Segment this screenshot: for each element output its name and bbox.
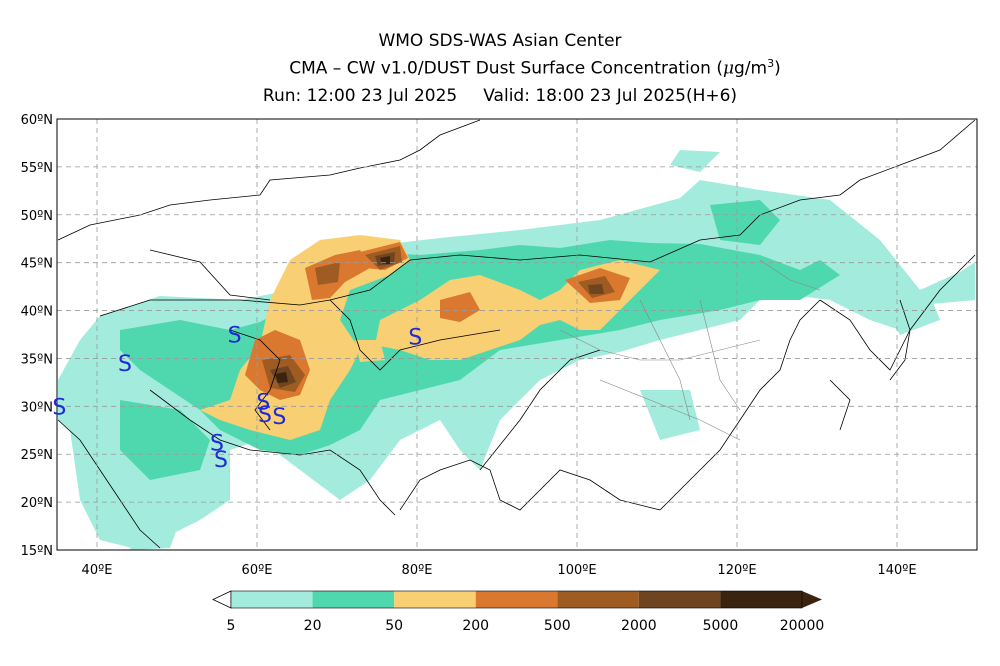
legend-label: 5 xyxy=(227,618,236,634)
map-plot-area xyxy=(57,119,976,550)
map-frame xyxy=(56,118,978,551)
lon-tick-label: 100ºE xyxy=(557,563,596,578)
lon-tick-label: 120ºE xyxy=(717,563,756,578)
dust-storm-marker: S xyxy=(228,324,242,349)
legend-swatch xyxy=(638,591,721,608)
lat-tick-label: 45ºN xyxy=(21,257,53,272)
legend-label: 500 xyxy=(544,618,571,634)
legend-label: 2000 xyxy=(621,618,657,634)
map-subtitle: CMA – CW v1.0/DUST Dust Surface Concentr… xyxy=(289,57,781,79)
run-time: Run: 12:00 23 Jul 2025 xyxy=(262,86,458,106)
legend: 5 20 50 200 500 2000 5000 20000 xyxy=(212,590,825,634)
lat-tick-label: 15ºN xyxy=(21,544,53,559)
dust-storm-marker: S xyxy=(210,432,224,457)
lat-tick-label: 55ºN xyxy=(21,161,53,176)
lat-tick-label: 50ºN xyxy=(21,209,53,224)
legend-label: 20000 xyxy=(780,618,825,634)
dust-storm-marker: S xyxy=(52,395,66,420)
valid-time: Valid: 18:00 23 Jul 2025(H+6) xyxy=(483,86,738,106)
legend-label: 5000 xyxy=(703,618,739,634)
legend-min-arrow xyxy=(212,590,232,609)
legend-swatch xyxy=(475,591,558,608)
legend-label: 20 xyxy=(304,618,322,634)
lat-tick-label: 30ºN xyxy=(21,400,53,415)
dust-storm-marker: S xyxy=(272,405,286,430)
lat-tick-label: 40ºN xyxy=(21,305,53,320)
legend-swatch xyxy=(394,591,476,608)
dust-storm-marker: S xyxy=(408,325,422,350)
dust-storm-marker: S xyxy=(256,391,270,416)
dust-storm-marker: S xyxy=(118,352,132,377)
legend-label: 200 xyxy=(462,618,489,634)
lat-tick-label: 35ºN xyxy=(21,352,53,367)
lon-tick-label: 60ºE xyxy=(242,563,273,578)
dust-storm-marker: S xyxy=(214,448,228,473)
graticule xyxy=(57,119,977,550)
legend-max-arrow xyxy=(802,591,822,608)
lon-tick-label: 80ºE xyxy=(402,563,433,578)
dust-storm-marker: S xyxy=(258,403,272,428)
tick-labels: 60ºN 55ºN 50ºN 45ºN 40ºN 35ºN 30ºN 25ºN 20ºN 15ºN… xyxy=(21,113,917,578)
lon-tick-label: 40ºE xyxy=(82,563,113,578)
map-title: WMO SDS-WAS Asian Center xyxy=(378,31,622,51)
lat-tick-label: 25ºN xyxy=(21,448,53,463)
run-valid-line: Run: 12:00 23 Jul 2025 Valid: 18:00 23 Ju… xyxy=(0,86,1000,106)
province-lines xyxy=(559,259,821,441)
legend-swatch xyxy=(231,591,313,608)
lat-tick-label: 20ºN xyxy=(21,496,53,511)
legend-label: 50 xyxy=(385,618,403,634)
legend-swatch xyxy=(720,591,802,608)
dust-level-5000-20000 xyxy=(275,256,390,383)
legend-swatch xyxy=(312,591,395,608)
lat-tick-label: 60ºN xyxy=(21,113,53,128)
lon-tick-label: 140ºE xyxy=(877,563,916,578)
legend-swatch xyxy=(557,591,639,608)
